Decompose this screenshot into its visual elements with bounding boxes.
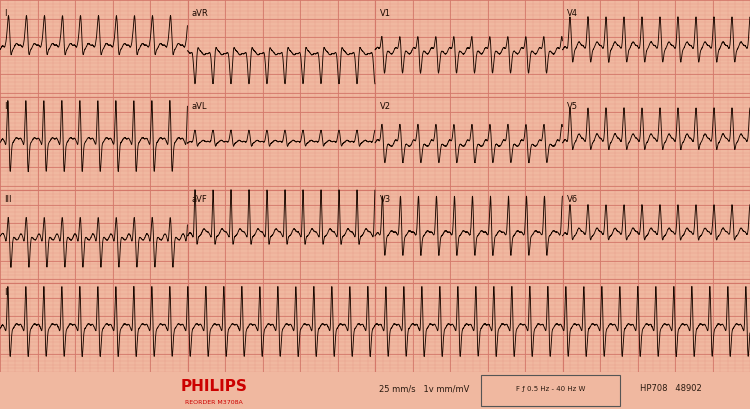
Text: III: III — [4, 195, 12, 204]
Text: V1: V1 — [380, 9, 391, 18]
Text: V5: V5 — [567, 101, 578, 110]
Text: aVF: aVF — [192, 195, 208, 204]
Text: V3: V3 — [380, 195, 391, 204]
Text: HP708   48902: HP708 48902 — [640, 384, 702, 393]
Text: II: II — [4, 101, 10, 110]
Text: V4: V4 — [567, 9, 578, 18]
Text: aVR: aVR — [192, 9, 208, 18]
Text: 25 mm/s   1v mm/mV: 25 mm/s 1v mm/mV — [379, 384, 469, 393]
Text: II: II — [4, 288, 10, 297]
Text: I: I — [4, 9, 7, 18]
FancyBboxPatch shape — [481, 375, 620, 406]
Text: aVL: aVL — [192, 101, 208, 110]
Text: REORDER M3708A: REORDER M3708A — [184, 400, 242, 405]
Text: PHILIPS: PHILIPS — [180, 379, 248, 394]
Text: V6: V6 — [567, 195, 578, 204]
Text: V2: V2 — [380, 101, 391, 110]
Text: F ƒ 0.5 Hz - 40 Hz W: F ƒ 0.5 Hz - 40 Hz W — [516, 386, 585, 392]
